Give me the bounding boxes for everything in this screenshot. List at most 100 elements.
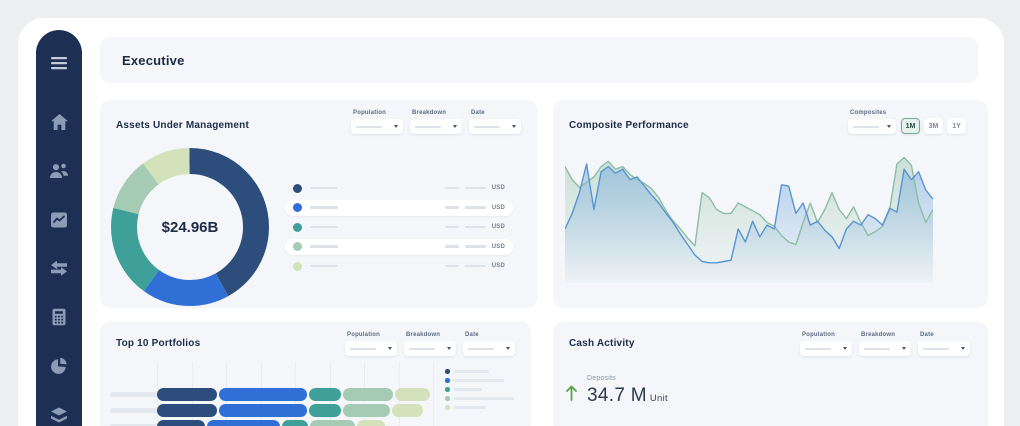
aum-legend-row: USD: [285, 199, 513, 216]
deposits-unit: Unit: [649, 393, 668, 404]
filter-select-breakdown[interactable]: [410, 119, 462, 134]
bar-segment: [157, 420, 206, 426]
chevron-down-icon: [453, 125, 457, 128]
legend-currency: USD: [491, 224, 505, 230]
bar-segment: [218, 404, 307, 417]
legend-label-skeleton: [310, 225, 338, 229]
legend-dot: [445, 405, 450, 410]
select-placeholder-skeleton: [853, 125, 879, 128]
deposits-metric-text: Deposits 34.7 M Unit: [587, 375, 668, 407]
filter-select-composites[interactable]: [848, 119, 896, 134]
bar-segment: [357, 420, 386, 426]
legend-value-skeleton: [444, 264, 459, 268]
legend-value-skeleton: [464, 186, 486, 190]
range-button-1m[interactable]: 1M: [901, 118, 920, 134]
bar-segment: [343, 388, 394, 401]
filter-select-population[interactable]: [351, 119, 403, 134]
bar-segment: [207, 420, 281, 426]
donut-slice-2: [111, 148, 269, 306]
chevron-down-icon: [447, 347, 451, 350]
select-placeholder-skeleton: [468, 347, 494, 350]
legend-value-skeleton: [464, 245, 486, 248]
portfolio-row: [100, 404, 531, 417]
filter-population: Population: [800, 330, 852, 356]
composite-series-green-line: [565, 156, 933, 247]
range-button-3m[interactable]: 3M: [924, 118, 943, 134]
aum-legend-row: USD: [285, 180, 513, 196]
bar-segment: [308, 388, 342, 401]
filter-select-date[interactable]: [469, 119, 521, 134]
donut-slice-5: [111, 148, 269, 306]
filter-label: Date: [465, 332, 479, 338]
composite-card-title: Composite Performance: [569, 120, 689, 131]
layers-icon[interactable]: [46, 404, 72, 426]
legend-value-group: USD: [444, 244, 505, 250]
legend-dot: [293, 222, 302, 232]
filter-date: Date: [918, 330, 970, 356]
top10-filters: Population Breakdown Date: [345, 330, 515, 356]
sidebar: [36, 30, 82, 426]
aum-legend-row: USD: [285, 238, 513, 255]
select-placeholder-skeleton: [356, 125, 382, 128]
range-button-group: 1M 3M 1Y: [901, 118, 966, 134]
legend-currency: USD: [491, 185, 505, 191]
legend-value-skeleton: [464, 225, 486, 229]
composite-series-blue-line: [565, 163, 933, 264]
aum-card-title: Assets Under Management: [116, 120, 249, 131]
composites-filter: Composites: [848, 108, 896, 134]
legend-label-skeleton: [453, 406, 486, 409]
legend-dot: [445, 378, 450, 383]
legend-value-group: USD: [444, 224, 505, 230]
bar-segment: [308, 404, 342, 417]
menu-icon[interactable]: [46, 52, 72, 74]
chevron-down-icon: [902, 347, 906, 350]
filter-select-population[interactable]: [800, 341, 852, 356]
legend-label-skeleton: [310, 186, 338, 190]
report-chart-icon[interactable]: [46, 209, 72, 231]
range-button-1y[interactable]: 1Y: [947, 118, 966, 134]
legend-dot: [445, 369, 450, 374]
filter-select-breakdown[interactable]: [404, 341, 456, 356]
portfolio-label-skeleton: [110, 408, 158, 413]
aum-legend: USD USD USD USD USD: [285, 180, 513, 278]
donut-center-value: $24.96B: [162, 219, 219, 236]
select-placeholder-skeleton: [864, 347, 890, 350]
deposits-up-arrow-icon: [566, 385, 577, 401]
filter-select-population[interactable]: [345, 341, 397, 356]
filter-label: Composites: [850, 110, 887, 116]
bar-segment: [157, 388, 217, 401]
filter-select-date[interactable]: [463, 341, 515, 356]
pie-chart-icon[interactable]: [46, 355, 72, 377]
legend-value-skeleton: [444, 245, 459, 248]
filter-population: Population: [351, 108, 403, 134]
select-placeholder-skeleton: [474, 125, 500, 128]
chevron-down-icon: [512, 125, 516, 128]
top10-card-title: Top 10 Portfolios: [116, 338, 201, 349]
filter-breakdown: Breakdown: [410, 108, 462, 134]
bar-segment: [310, 420, 356, 426]
filter-select-breakdown[interactable]: [859, 341, 911, 356]
chevron-down-icon: [887, 125, 891, 128]
cash-filters: Population Breakdown Date: [800, 330, 970, 356]
filter-label: Date: [920, 332, 934, 338]
legend-value-skeleton: [444, 225, 459, 229]
legend-value-group: USD: [444, 185, 505, 191]
top10-legend-item: [445, 378, 504, 383]
legend-dot: [293, 242, 302, 251]
users-icon[interactable]: [46, 160, 72, 182]
legend-label-skeleton: [310, 206, 338, 209]
stacked-bar: [157, 388, 430, 401]
transfer-arrows-icon[interactable]: [46, 258, 72, 280]
chevron-down-icon: [506, 347, 510, 350]
top10-portfolios-card: Top 10 Portfolios Population Breakdown Dat…: [100, 322, 531, 426]
legend-value-group: USD: [444, 205, 505, 211]
portfolio-row: [100, 388, 531, 401]
home-icon[interactable]: [46, 111, 72, 133]
page-title: Executive: [122, 52, 185, 68]
filter-select-date[interactable]: [918, 341, 970, 356]
cash-card-title: Cash Activity: [569, 338, 635, 349]
composite-controls: Composites 1M 3M 1Y: [848, 108, 966, 134]
calculator-icon[interactable]: [46, 306, 72, 328]
filter-date: Date: [469, 108, 521, 134]
legend-value-skeleton: [464, 206, 486, 209]
